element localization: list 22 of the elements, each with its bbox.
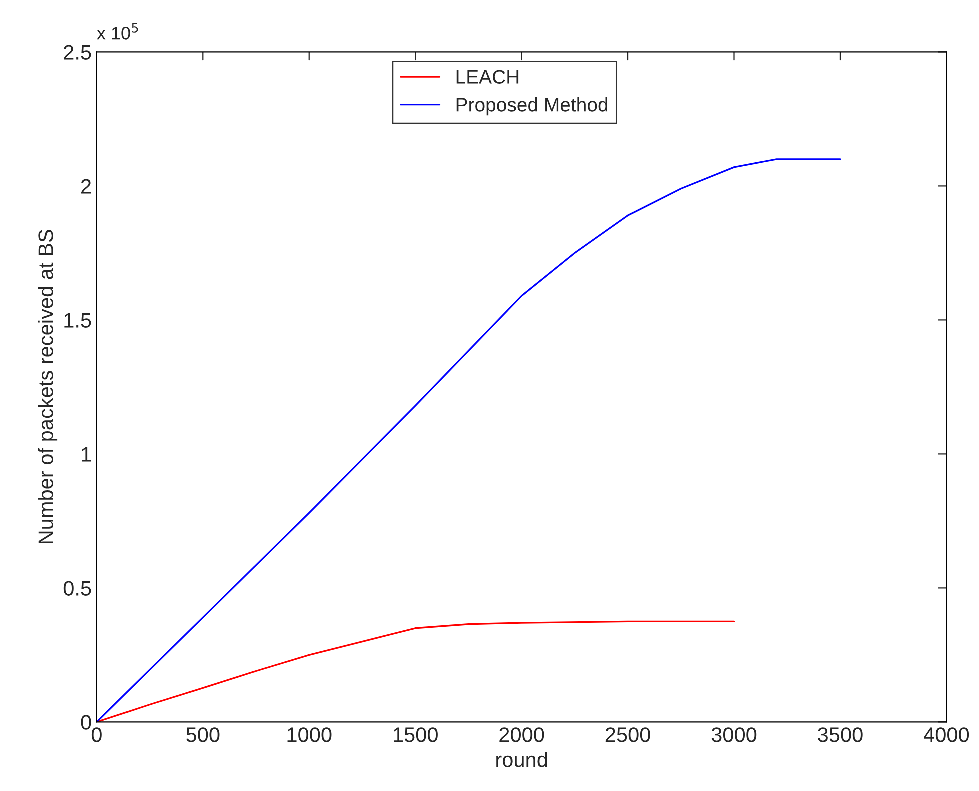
- y-axis-title: Number of packets received at BS: [38, 230, 58, 544]
- x-axis-title: round: [496, 752, 548, 768]
- x-tick-label: 2500: [606, 728, 650, 742]
- x-tick-label: 500: [186, 728, 220, 742]
- y-tick-label: 0: [81, 715, 92, 730]
- legend-label: LEACH: [456, 70, 519, 84]
- y-tick-label: 1: [82, 447, 92, 462]
- x-tick-label: 4000: [924, 728, 970, 742]
- x-tick-label: 2000: [500, 728, 544, 742]
- x-tick-label: 3000: [712, 728, 757, 742]
- x-tick-label: 1000: [288, 728, 332, 742]
- line-series: [96, 620, 736, 722]
- y-tick-label: 1.5: [64, 313, 92, 328]
- y-tick-label: 2.5: [64, 45, 92, 60]
- x-tick-label: 3500: [818, 728, 863, 742]
- y-tick-label: 0.5: [64, 581, 92, 596]
- line-series: [96, 158, 842, 722]
- x-tick-label: 0: [92, 728, 102, 742]
- y-tick-label: 2: [82, 179, 92, 194]
- text: x 10$^{5}$: [97, 24, 138, 40]
- legend-label: Proposed Method: [456, 98, 608, 116]
- x-tick-label: 1500: [394, 728, 438, 742]
